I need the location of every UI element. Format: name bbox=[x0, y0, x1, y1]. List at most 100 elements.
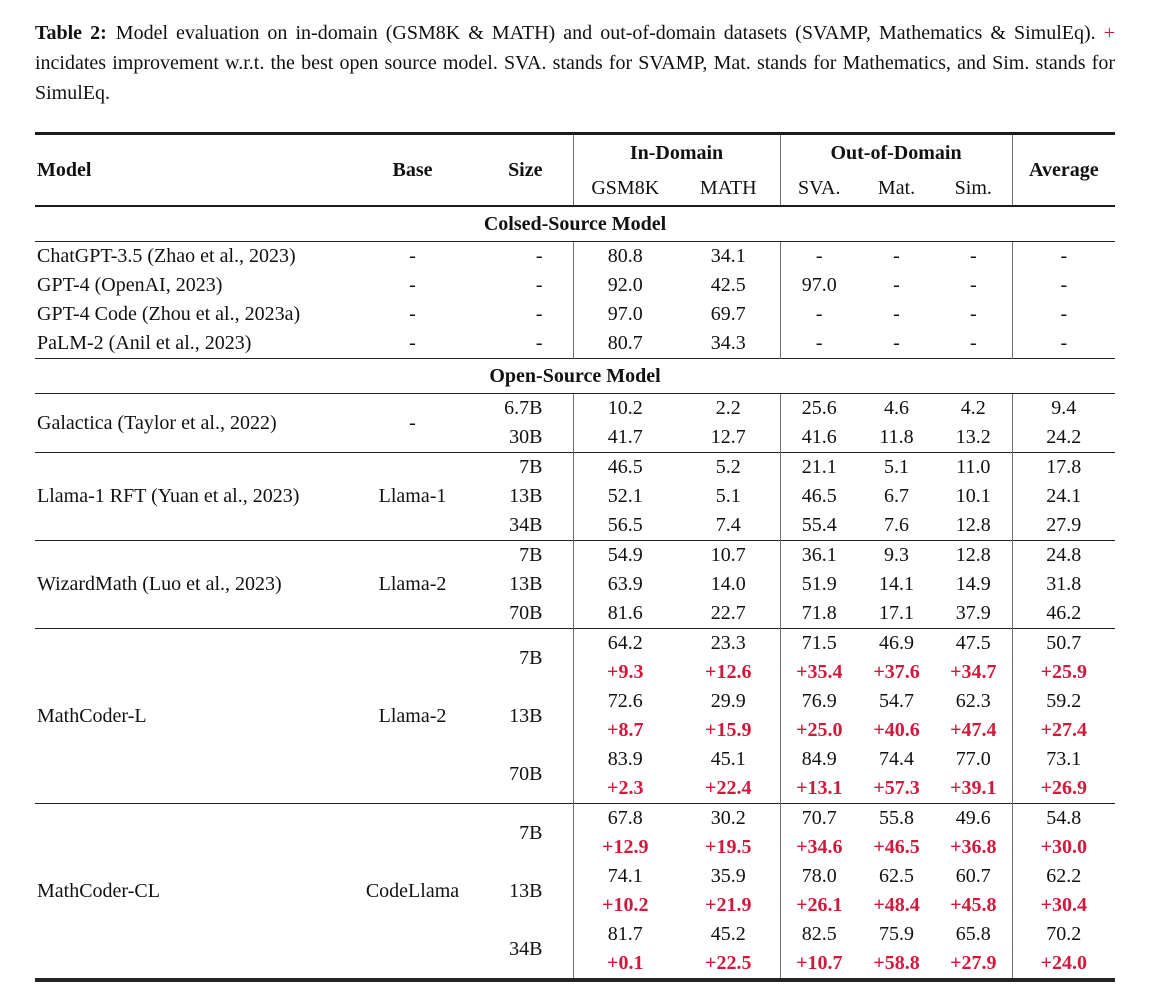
cell-base: - bbox=[409, 274, 416, 296]
cell-sva: 70.7 bbox=[779, 803, 859, 833]
cell-model: Llama-1 RFT (Yuan et al., 2023) bbox=[35, 452, 360, 541]
cell-sva-gain: +35.4 bbox=[779, 658, 859, 687]
cell-base: Llama-2 bbox=[360, 628, 465, 804]
cell-sva: 46.5 bbox=[779, 482, 859, 511]
cell-gsm8k: 92.0 bbox=[572, 271, 677, 300]
cell-size: 70B bbox=[509, 602, 543, 624]
column-header-model: Model bbox=[35, 133, 360, 207]
cell-average: - bbox=[1011, 271, 1116, 300]
cell-math: 7.4 bbox=[715, 514, 741, 536]
cell-average: 70.2 bbox=[1011, 920, 1116, 949]
cell-gsm8k: 97.0 bbox=[572, 300, 677, 329]
cell-gsm8k: 83.9 bbox=[572, 745, 677, 774]
cell-size: 7B bbox=[465, 803, 573, 862]
cell-base: - bbox=[409, 245, 416, 267]
cell-gsm8k: 74.1 bbox=[572, 862, 677, 891]
cell-average: 31.8 bbox=[1011, 570, 1116, 599]
cell-gsm8k: 56.5 bbox=[572, 511, 677, 541]
cell-mat: 54.7 bbox=[879, 690, 915, 712]
cell-mat: - bbox=[893, 274, 900, 296]
column-header-math: MATH bbox=[677, 172, 781, 207]
cell-math: 14.0 bbox=[710, 573, 746, 595]
section-row: Open-Source Model bbox=[35, 358, 1116, 394]
table-row: MathCoder-CL CodeLlama 7B 67.8 30.2 70.7 55.8 4… bbox=[35, 803, 1116, 980]
cell-sim: 10.1 bbox=[955, 485, 991, 507]
cell-average: 73.1 bbox=[1011, 745, 1116, 774]
cell-sva: 36.1 bbox=[779, 540, 859, 570]
cell-sim-gain: +47.4 bbox=[950, 719, 997, 741]
cell-size: 7B bbox=[465, 628, 573, 687]
cell-sim: 11.0 bbox=[935, 452, 1013, 482]
table-row-gain: +0.1 +22.5 +10.7 +58.8 +27.9 +24.0 bbox=[35, 949, 1116, 980]
cell-math: 45.1 bbox=[710, 748, 746, 770]
cell-base: - bbox=[409, 332, 416, 354]
table-row: 30B 41.7 12.7 41.6 11.8 13.2 24.2 bbox=[35, 423, 1116, 453]
cell-sva-gain: +26.1 bbox=[779, 891, 859, 920]
cell-sim-gain: +34.7 bbox=[950, 661, 997, 683]
cell-math: 5.1 bbox=[715, 485, 741, 507]
cell-math: 42.5 bbox=[710, 274, 746, 296]
cell-math-gain: +21.9 bbox=[705, 894, 752, 916]
cell-size: 34B bbox=[509, 514, 543, 536]
cell-gsm8k: 41.7 bbox=[572, 423, 677, 453]
cell-sva: 51.9 bbox=[779, 570, 859, 599]
cell-sim-gain: +36.8 bbox=[950, 836, 997, 858]
cell-mat: 14.1 bbox=[879, 573, 915, 595]
cell-model: PaLM-2 (Anil et al., 2023) bbox=[37, 332, 252, 354]
cell-model: ChatGPT-3.5 (Zhao et al., 2023) bbox=[37, 245, 296, 267]
cell-average: 59.2 bbox=[1011, 687, 1116, 716]
cell-mat: 62.5 bbox=[879, 865, 915, 887]
cell-average: 46.2 bbox=[1011, 599, 1116, 629]
cell-mat: 17.1 bbox=[879, 602, 915, 624]
cell-sim: 49.6 bbox=[935, 803, 1013, 833]
cell-sim: 77.0 bbox=[955, 748, 991, 770]
cell-sim: - bbox=[969, 303, 977, 325]
cell-mat: 9.3 bbox=[858, 540, 936, 570]
cell-math: 2.2 bbox=[715, 397, 741, 419]
column-header-size: Size bbox=[465, 133, 573, 207]
cell-sim: 13.2 bbox=[955, 426, 991, 448]
table-row-gain: +10.2 +21.9 +26.1 +48.4 +45.8 +30.4 bbox=[35, 891, 1116, 920]
column-header-gsm8k: GSM8K bbox=[572, 172, 677, 207]
cell-base: - bbox=[409, 411, 416, 434]
cell-sim: - bbox=[969, 332, 977, 354]
cell-size: 13B bbox=[509, 704, 543, 727]
section-title: Open-Source Model bbox=[35, 358, 1116, 394]
group-header-in-domain: In-Domain bbox=[572, 133, 781, 172]
cell-size: 30B bbox=[509, 426, 543, 448]
section-row: Colsed-Source Model bbox=[35, 206, 1116, 242]
cell-sva: - bbox=[779, 329, 859, 359]
table-row: WizardMath (Luo et al., 2023) Llama-2 7B 54… bbox=[35, 540, 1116, 629]
cell-average: - bbox=[1011, 329, 1116, 359]
cell-gsm8k: 81.6 bbox=[572, 599, 677, 629]
cell-size: 7B bbox=[465, 540, 573, 570]
cell-sim-gain: +27.9 bbox=[950, 952, 997, 974]
cell-gsm8k: 64.2 bbox=[572, 628, 677, 658]
cell-mat: 4.6 bbox=[884, 397, 910, 419]
cell-size: - bbox=[535, 332, 543, 354]
cell-average-gain: +30.0 bbox=[1011, 833, 1116, 862]
cell-size: 70B bbox=[509, 762, 543, 785]
cell-size: 7B bbox=[465, 452, 573, 482]
cell-gsm8k: 54.9 bbox=[572, 540, 677, 570]
cell-mat-gain: +46.5 bbox=[873, 836, 920, 858]
cell-gsm8k: 52.1 bbox=[572, 482, 677, 511]
cell-average: 62.2 bbox=[1011, 862, 1116, 891]
cell-mat: 5.1 bbox=[858, 452, 936, 482]
column-header-base: Base bbox=[360, 133, 465, 207]
cell-math-gain: +12.6 bbox=[705, 661, 752, 683]
cell-gsm8k: 81.7 bbox=[572, 920, 677, 949]
cell-model: WizardMath (Luo et al., 2023) bbox=[35, 540, 360, 629]
cell-gsm8k: 67.8 bbox=[572, 803, 677, 833]
cell-sva-gain: +10.7 bbox=[779, 949, 859, 980]
cell-average-gain: +25.9 bbox=[1011, 658, 1116, 687]
cell-sim: 4.2 bbox=[960, 397, 986, 419]
table-row: 13B 52.1 5.1 46.5 6.7 10.1 24.1 bbox=[35, 482, 1116, 511]
cell-gsm8k: 80.8 bbox=[572, 241, 677, 271]
cell-math: 69.7 bbox=[710, 303, 746, 325]
cell-mat: 74.4 bbox=[879, 748, 915, 770]
cell-math: 29.9 bbox=[710, 690, 746, 712]
header-row-groups: Model Base Size In-Domain Out-of-Domain … bbox=[35, 133, 1116, 207]
cell-mat: 55.8 bbox=[858, 803, 936, 833]
cell-sva: 55.4 bbox=[779, 511, 859, 541]
